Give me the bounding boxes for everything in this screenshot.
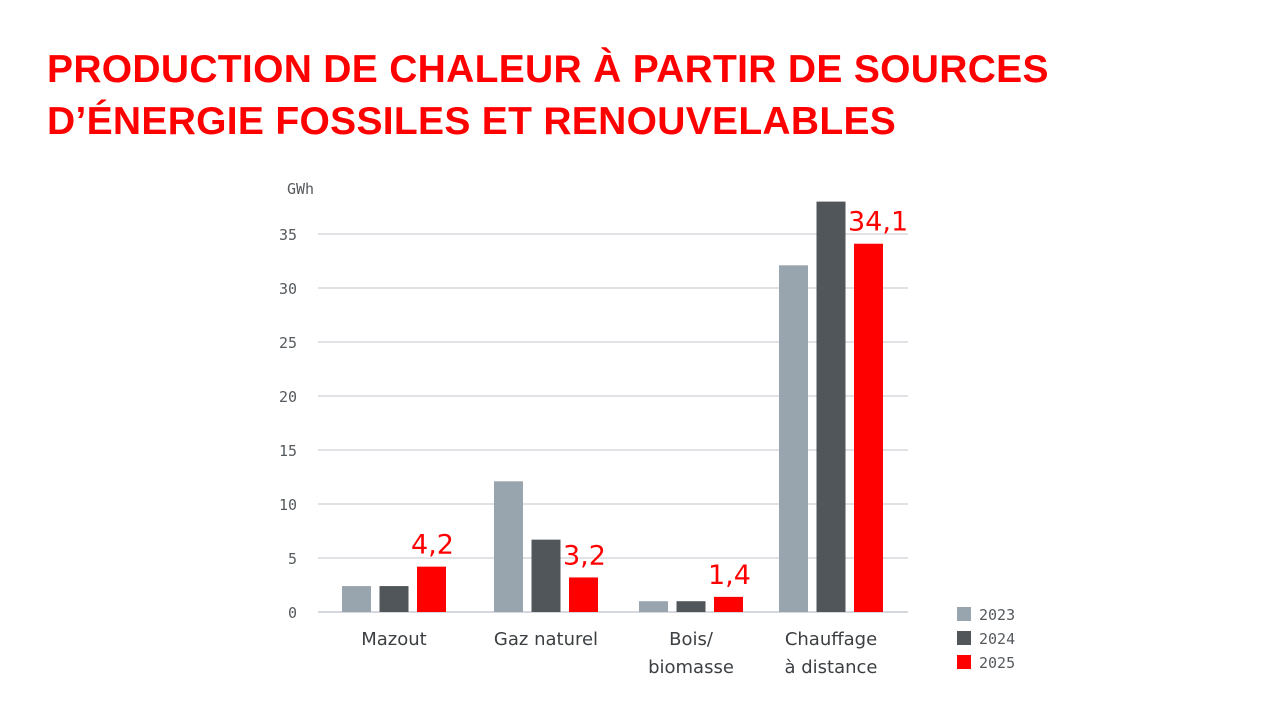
title-line-1: PRODUCTION DE CHALEUR À PARTIR DE SOURCE…: [47, 48, 1049, 91]
data-label: 1,4: [708, 560, 751, 591]
legend-swatch-2023: [957, 607, 971, 621]
y-tick-label: 15: [279, 442, 297, 460]
y-tick-label: 20: [279, 388, 297, 406]
title-line-2: D’ÉNERGIE FOSSILES ET RENOUVELABLES: [47, 100, 897, 143]
bar-2023: [779, 265, 808, 612]
bar-2025: [714, 596, 743, 612]
y-tick-label: 25: [279, 334, 297, 352]
y-tick-label: 35: [279, 226, 297, 244]
legend-label: 2024: [979, 630, 1015, 648]
x-category-label: Chauffage: [785, 629, 877, 650]
data-label: 34,1: [848, 207, 908, 238]
x-category-label: Bois/: [669, 629, 714, 650]
bar-2025: [569, 577, 598, 612]
y-tick-label: 10: [279, 496, 297, 514]
bar-2025: [854, 243, 883, 612]
x-category-label: biomasse: [648, 657, 734, 678]
bar-2024: [676, 601, 706, 612]
bar-2024: [816, 201, 846, 612]
chart-title: PRODUCTION DE CHALEUR À PARTIR DE SOURCE…: [47, 44, 1049, 148]
data-label: 4,2: [411, 530, 454, 561]
data-label: 3,2: [563, 540, 606, 571]
legend-swatch-2024: [957, 631, 971, 645]
legend-label: 2025: [979, 654, 1015, 672]
y-tick-label: 5: [288, 550, 297, 568]
bar-2023: [342, 586, 371, 612]
bar-2024: [531, 539, 561, 612]
y-axis-label: GWh: [287, 180, 314, 198]
y-tick-label: 0: [288, 604, 297, 622]
legend-label: 2023: [979, 606, 1015, 624]
legend-swatch-2025: [957, 655, 971, 669]
bar-2024: [379, 586, 409, 612]
bar-2025: [417, 566, 446, 612]
bar-2023: [494, 481, 523, 612]
x-category-label: Gaz naturel: [494, 629, 598, 650]
bar-2023: [639, 601, 668, 612]
x-category-label: Mazout: [361, 629, 427, 650]
x-category-label: à distance: [784, 657, 877, 678]
y-tick-label: 30: [279, 280, 297, 298]
